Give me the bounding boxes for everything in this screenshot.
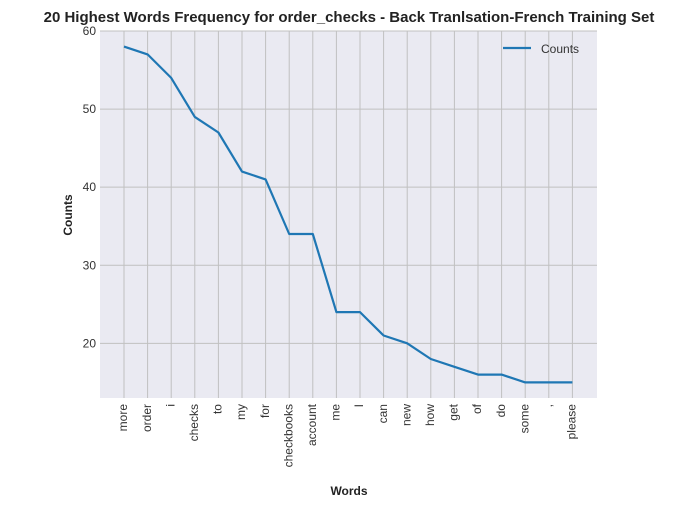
x-tick-label: some [517, 404, 531, 434]
x-tick-label: please [565, 404, 579, 440]
x-tick-label: I [352, 404, 366, 407]
x-tick-label: account [305, 403, 319, 446]
chart-title: 20 Highest Words Frequency for order_che… [44, 9, 655, 26]
x-axis-label: Words [330, 484, 367, 498]
x-tick-label: of [470, 403, 484, 414]
x-tick-label: to [211, 404, 225, 414]
x-tick-label: new [399, 404, 413, 426]
x-tick-label: order [140, 404, 154, 432]
x-tick-label: can [376, 404, 390, 423]
x-tick-label: for [258, 404, 272, 418]
x-tick-label: checkbooks [281, 404, 295, 467]
x-tick-label: my [234, 404, 248, 420]
x-tick-label: get [447, 403, 461, 420]
y-axis-ticks: 20 30 40 50 60 [83, 24, 97, 350]
x-tick-label: , [541, 404, 555, 407]
x-tick-label: me [329, 404, 343, 421]
y-tick-label: 50 [83, 102, 97, 116]
legend-label: Counts [541, 42, 579, 56]
x-tick-label: more [116, 404, 130, 432]
grid-lines [100, 30, 597, 398]
y-tick-label: 60 [83, 24, 97, 38]
y-tick-label: 30 [83, 258, 97, 272]
x-tick-label: how [423, 404, 437, 426]
legend: Counts [503, 42, 579, 56]
plot-area [100, 31, 597, 398]
x-tick-label: do [494, 404, 508, 418]
counts-series-line [123, 45, 573, 384]
x-tick-label: checks [187, 404, 201, 441]
y-tick-label: 20 [83, 336, 97, 350]
y-axis-label: Counts [61, 194, 75, 236]
y-tick-label: 40 [83, 180, 97, 194]
x-tick-label: i [163, 404, 177, 407]
x-axis-ticks: more order i checks to my for checkbooks account… [116, 403, 578, 467]
